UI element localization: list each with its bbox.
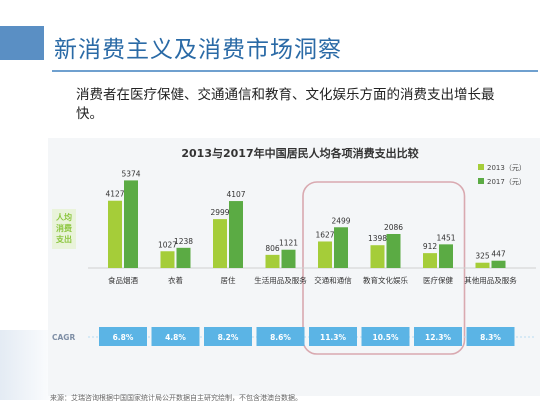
cagr-box <box>99 327 147 346</box>
title-accent-bar <box>0 26 44 60</box>
bar <box>386 233 401 268</box>
legend-label: 2013（元） <box>487 164 526 172</box>
category-label: 居住 <box>221 275 236 285</box>
y-axis-label-badge <box>52 209 76 249</box>
cagr-value: 11.3% <box>320 333 347 342</box>
y-axis-label-text: 支出 <box>55 234 72 244</box>
y-axis-label-text: 消费 <box>56 223 72 233</box>
bar-value-label: 912 <box>423 242 438 251</box>
bar <box>265 254 280 268</box>
bar <box>176 247 191 268</box>
bar <box>281 249 296 268</box>
source-note: 来源：艾瑞咨询根据中国国家统计局公开数据自主研究绘制，不包含港澳台数据。 <box>50 394 302 402</box>
bar-value-label: 2086 <box>384 223 403 232</box>
bar <box>229 201 243 268</box>
cagr-row: CAGR 6.8% 4.8% 8.2% 8.6% 11.3% 10.5% 12.3% 8.3% <box>52 327 536 346</box>
category-label: 食品烟酒 <box>108 275 138 285</box>
bar-value-label: 1121 <box>279 239 298 248</box>
bar <box>108 200 122 268</box>
cagr-value: 6.8% <box>113 333 134 342</box>
cagr-value: 4.8% <box>165 333 186 342</box>
bar-value-label: 806 <box>265 244 280 253</box>
cagr-value: 8.6% <box>270 333 291 342</box>
category-label: 其他用品及服务 <box>464 275 517 285</box>
title-divider <box>52 70 538 72</box>
bar <box>213 219 227 268</box>
bar-value-label: 4127 <box>105 190 124 199</box>
legend-swatch <box>478 164 484 170</box>
bar-value-label: 1451 <box>436 233 455 242</box>
bar-value-label: 325 <box>475 252 490 261</box>
bar-value-label: 4107 <box>226 190 245 199</box>
bar <box>124 180 138 268</box>
cagr-box <box>151 327 200 346</box>
cagr-value: 12.3% <box>425 333 452 342</box>
cagr-value: 8.2% <box>218 333 239 342</box>
bar <box>318 241 332 268</box>
bar-value-label: 1627 <box>315 230 334 239</box>
slide-subtitle: 消费者在医疗保健、交通通信和教育、文化娱乐方面的消费支出增长最快。 <box>76 87 495 122</box>
y-axis-label-text: 人均 <box>56 212 72 222</box>
bar <box>475 262 490 268</box>
bar <box>160 251 175 268</box>
cagr-label: CAGR <box>52 333 75 342</box>
category-label: 医疗保健 <box>423 275 453 285</box>
cagr-value: 10.5% <box>372 333 399 342</box>
bar-value-label: 447 <box>491 250 506 259</box>
bar-value-label: 1238 <box>174 237 193 246</box>
bar-value-label: 1027 <box>158 240 177 249</box>
legend-label: 2017（元） <box>487 178 526 186</box>
chart-legend: 2013（元） 2017（元） <box>478 164 526 186</box>
bar <box>439 244 453 268</box>
bar-value-label: 1398 <box>368 234 387 243</box>
bar <box>423 253 437 268</box>
category-label: 教育文化娱乐 <box>363 275 408 285</box>
bar-value-label: 2999 <box>210 208 229 217</box>
category-label: 衣着 <box>168 275 183 285</box>
cagr-box <box>414 327 462 346</box>
chart-title: 2013与2017年中国居民人均各项消费支出比较 <box>181 146 418 160</box>
category-label: 交通和通信 <box>314 275 352 285</box>
bar-value-label: 5374 <box>121 169 140 178</box>
legend-swatch <box>478 178 484 184</box>
category-label: 生活用品及服务 <box>254 275 307 285</box>
cagr-box <box>361 327 410 346</box>
slide-title: 新消费主义及消费市场洞察 <box>54 37 342 63</box>
bar <box>334 227 348 268</box>
bar <box>370 245 385 268</box>
bar <box>491 260 506 268</box>
cagr-box <box>466 327 515 346</box>
cagr-box <box>309 327 357 346</box>
cagr-box <box>204 327 252 346</box>
cagr-box <box>256 327 305 346</box>
bar-value-label: 2499 <box>331 216 350 225</box>
cagr-value: 8.3% <box>480 333 501 342</box>
